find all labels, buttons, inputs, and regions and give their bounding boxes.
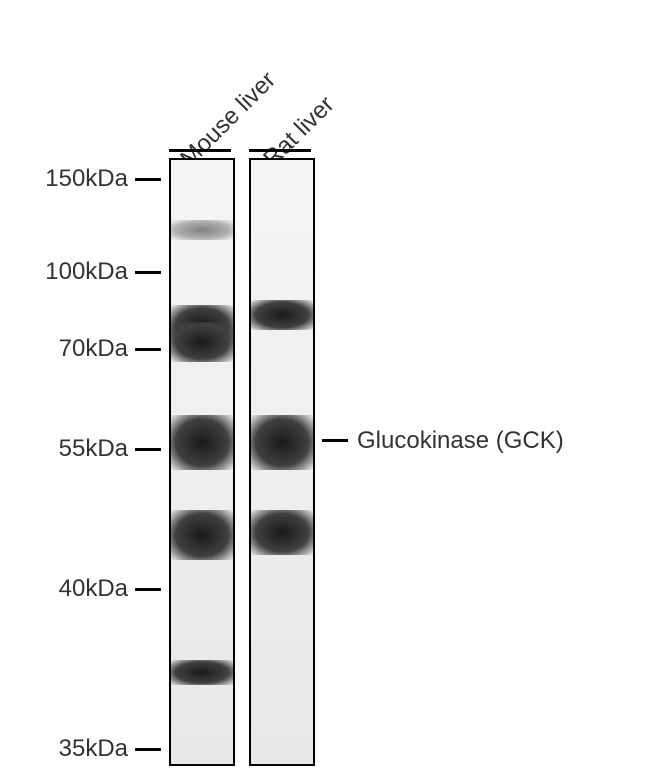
- lane-mouse-liver: [169, 158, 235, 766]
- band: [171, 660, 233, 685]
- marker-tick-40: [135, 588, 161, 591]
- lane-underline-1: [169, 149, 231, 152]
- band: [171, 220, 233, 240]
- lane-rat-liver: [249, 158, 315, 766]
- lane-underline-2: [249, 149, 311, 152]
- band: [171, 322, 233, 362]
- band: [251, 415, 313, 470]
- marker-tick-100: [135, 271, 161, 274]
- band: [251, 300, 313, 330]
- marker-tick-70: [135, 348, 161, 351]
- band: [171, 415, 233, 470]
- target-tick: [322, 439, 348, 442]
- marker-70: 70kDa: [18, 335, 128, 363]
- marker-55: 55kDa: [18, 435, 128, 463]
- band: [251, 510, 313, 555]
- target-label: Glucokinase (GCK): [357, 427, 564, 455]
- marker-tick-35: [135, 748, 161, 751]
- western-blot-figure: Mouse liver Rat liver 150kDa 100kDa 70kD…: [0, 0, 650, 774]
- marker-150: 150kDa: [18, 165, 128, 193]
- marker-tick-150: [135, 178, 161, 181]
- marker-40: 40kDa: [18, 575, 128, 603]
- band: [171, 510, 233, 560]
- marker-tick-55: [135, 448, 161, 451]
- marker-35: 35kDa: [18, 735, 128, 763]
- marker-100: 100kDa: [18, 258, 128, 286]
